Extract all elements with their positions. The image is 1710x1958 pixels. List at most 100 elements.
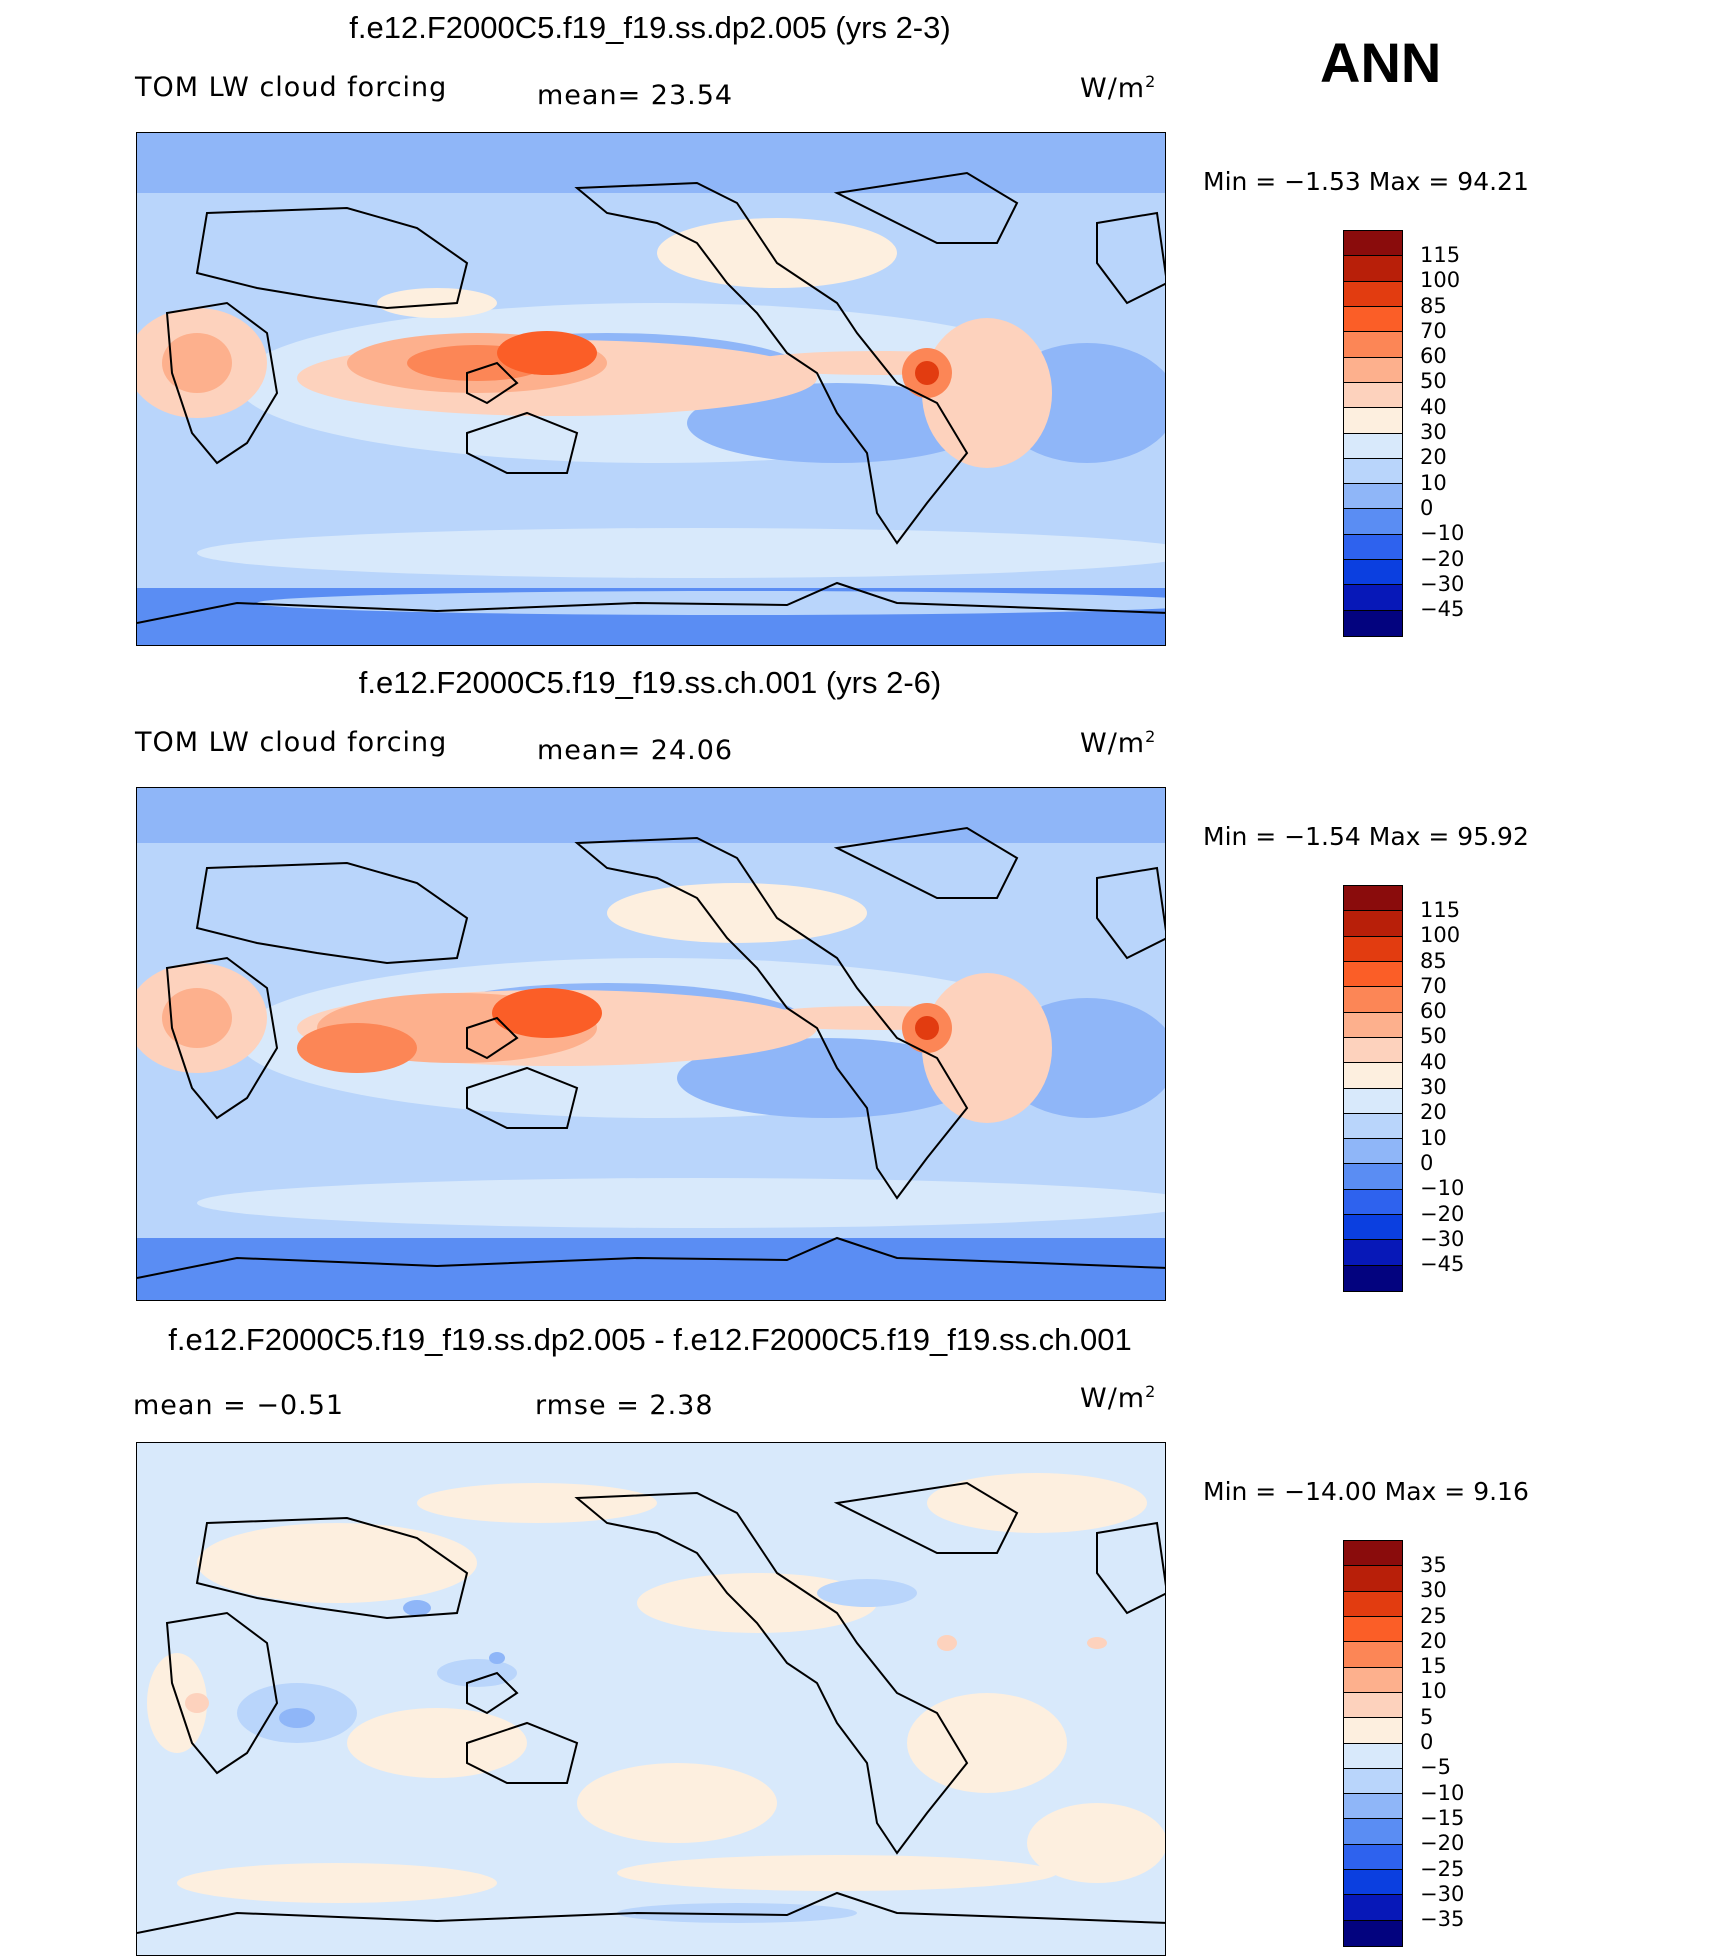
colorbar-segment: [1344, 987, 1402, 1013]
colorbar-segment: [1344, 1844, 1402, 1871]
panel-3-map: [136, 1442, 1166, 1956]
panel-3-units: W/m2: [1080, 1382, 1157, 1414]
colorbar-segment: [1344, 1718, 1402, 1744]
panel-2-map-svg: [137, 788, 1165, 1300]
colorbar-segment: [1344, 1819, 1402, 1845]
panel-1-title: f.e12.F2000C5.f19_f19.ss.dp2.005 (yrs 2-…: [349, 10, 951, 45]
panel-3-rmse: rmse = 2.38: [535, 1390, 714, 1421]
colorbar-label: 50: [1420, 369, 1447, 394]
colorbar-segment: [1344, 256, 1402, 282]
colorbar-segment: [1344, 1088, 1402, 1114]
colorbar-segment: [1344, 1063, 1402, 1089]
panel-2-colorbar-labels: 115 100 85 70 60 50 40 30 20 10 0 −10 −20 −30 −45: [1420, 898, 1464, 1277]
colorbar-label: 0: [1420, 1150, 1434, 1175]
panel-1-colorbar: [1343, 230, 1403, 637]
colorbar-segment: [1344, 382, 1402, 409]
colorbar-label: −5: [1420, 1755, 1451, 1780]
colorbar-segment: [1344, 585, 1402, 611]
colorbar-label: 30: [1420, 1578, 1447, 1603]
colorbar-segment: [1344, 433, 1402, 459]
colorbar-label: 30: [1420, 420, 1447, 445]
colorbar-label: 35: [1420, 1553, 1447, 1577]
panel-2-colorbar: [1343, 885, 1403, 1292]
colorbar-segment: [1344, 1870, 1402, 1896]
colorbar-label: 30: [1420, 1075, 1447, 1100]
colorbar-segment: [1344, 484, 1402, 510]
panel-2-mean: mean= 24.06: [537, 735, 734, 766]
colorbar-label: −10: [1420, 1176, 1465, 1201]
panel-3-colorbar: [1343, 1540, 1403, 1947]
colorbar-segment: [1344, 1037, 1402, 1064]
colorbar-segment: [1344, 1692, 1402, 1719]
colorbar-label: −20: [1420, 1201, 1465, 1226]
panel-3-title: f.e12.F2000C5.f19_f19.ss.dp2.005 - f.e12…: [168, 1322, 1132, 1357]
panel-2-variable: TOM LW cloud forcing: [135, 727, 448, 758]
colorbar-label: −35: [1420, 1907, 1465, 1932]
colorbar-label: 50: [1420, 1024, 1447, 1049]
colorbar-label: 40: [1420, 1049, 1447, 1074]
panel-2-units: W/m2: [1080, 727, 1157, 759]
panel-3-minmax: Min = −14.00 Max = 9.16: [1203, 1477, 1529, 1506]
colorbar-segment: [1344, 1240, 1402, 1266]
panel-2-minmax: Min = −1.54 Max = 95.92: [1203, 822, 1529, 851]
colorbar-label: 115: [1420, 898, 1461, 922]
panel-3-colorbar-labels: 35 30 25 20 15 10 5 0 −5 −10 −15 −20 −25 −30 −35: [1420, 1553, 1464, 1932]
panel-2-title: f.e12.F2000C5.f19_f19.ss.ch.001 (yrs 2-6…: [358, 665, 942, 700]
colorbar-segment: [1344, 1164, 1402, 1190]
panel-1-units: W/m2: [1080, 72, 1157, 104]
colorbar-label: −20: [1420, 546, 1465, 571]
panel-1-variable: TOM LW cloud forcing: [135, 72, 448, 103]
panel-3-map-svg: [137, 1443, 1165, 1955]
colorbar-label: 40: [1420, 394, 1447, 419]
colorbar-segment: [1344, 509, 1402, 535]
colorbar-segment: [1344, 357, 1402, 383]
colorbar-label: −20: [1420, 1831, 1465, 1856]
colorbar-segment: [1344, 610, 1402, 636]
colorbar-segment: [1344, 1012, 1402, 1038]
colorbar-segment: [1344, 1189, 1402, 1216]
colorbar-segment: [1344, 1920, 1402, 1946]
colorbar-segment: [1344, 306, 1402, 333]
colorbar-segment: [1344, 332, 1402, 358]
colorbar-segment: [1344, 1566, 1402, 1592]
colorbar-label: −45: [1420, 597, 1465, 622]
colorbar-segment: [1344, 1642, 1402, 1668]
colorbar-segment: [1344, 1113, 1402, 1140]
colorbar-label: 10: [1420, 1125, 1447, 1150]
colorbar-label: 5: [1420, 1704, 1434, 1729]
panel-2-map: [136, 787, 1166, 1301]
colorbar-segment: [1344, 1895, 1402, 1921]
colorbar-segment: [1344, 1265, 1402, 1291]
colorbar-label: 60: [1420, 344, 1447, 369]
panel-3-mean: mean = −0.51: [133, 1390, 345, 1421]
colorbar-label: 20: [1420, 1100, 1447, 1125]
colorbar-segment: [1344, 1591, 1402, 1617]
colorbar-label: 115: [1420, 243, 1461, 267]
colorbar-segment: [1344, 281, 1402, 307]
colorbar-segment: [1344, 534, 1402, 561]
colorbar-segment: [1344, 961, 1402, 988]
colorbar-segment: [1344, 1743, 1402, 1769]
panel-1-colorbar-labels: 115 100 85 70 60 50 40 30 20 10 0 −10 −20 −30 −45: [1420, 243, 1464, 622]
panel-1-minmax: Min = −1.53 Max = 94.21: [1203, 167, 1529, 196]
colorbar-label: 10: [1420, 1679, 1447, 1704]
colorbar-label: −15: [1420, 1805, 1465, 1830]
colorbar-segment: [1344, 911, 1402, 937]
panel-1-mean: mean= 23.54: [537, 80, 734, 111]
colorbar-label: −45: [1420, 1252, 1465, 1277]
colorbar-segment: [1344, 1794, 1402, 1820]
colorbar-label: 100: [1420, 923, 1461, 948]
colorbar-segment: [1344, 560, 1402, 586]
colorbar-segment: [1344, 936, 1402, 962]
colorbar-label: 25: [1420, 1603, 1447, 1628]
colorbar-segment: [1344, 458, 1402, 485]
colorbar-label: 10: [1420, 470, 1447, 495]
colorbar-label: −10: [1420, 1780, 1465, 1805]
colorbar-label: 100: [1420, 268, 1461, 293]
colorbar-segment: [1344, 1768, 1402, 1795]
colorbar-label: −30: [1420, 1881, 1465, 1906]
colorbar-label: 15: [1420, 1654, 1447, 1679]
panel-1-map: [136, 132, 1166, 646]
colorbar-label: −10: [1420, 521, 1465, 546]
colorbar-label: −30: [1420, 1226, 1465, 1251]
